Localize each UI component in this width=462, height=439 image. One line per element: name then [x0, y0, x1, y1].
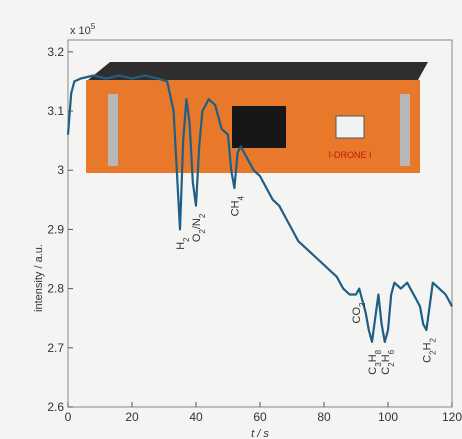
axis-layer: 0 20 40 60 80 100 120 2.6 2.7 2.8 2.9 3 3.1 3.2: [47, 45, 462, 424]
annotation-label: C3H8: [367, 349, 383, 374]
annotation-label: CO2: [351, 302, 367, 324]
device-label: I-DRONE I: [328, 150, 371, 160]
x-tick-label: 20: [125, 410, 139, 424]
x-tick-label: 40: [189, 410, 203, 424]
y-tick-label: 3.2: [47, 45, 64, 59]
annotation-label: C2H2: [421, 337, 437, 362]
y-tick-label: 3: [57, 163, 64, 177]
x-tick-label: 80: [317, 410, 331, 424]
device-handle-right: [400, 94, 410, 166]
y-tick-label: 2.6: [47, 400, 64, 414]
y-tick-label: 2.7: [47, 341, 64, 355]
device-window: [232, 106, 286, 148]
device-top: [88, 62, 428, 80]
y-axis-label: intensity / a.u.: [33, 244, 45, 312]
annotation-label: O2/N2: [191, 213, 207, 242]
device-display: [335, 115, 365, 139]
series-line-0: [66, 74, 453, 343]
device-handle-left: [108, 94, 118, 166]
x-tick-label: 0: [65, 410, 72, 424]
y-tick-label: 3.1: [47, 104, 64, 118]
x-axis-label: t / s: [251, 428, 269, 439]
annotation-label: CH4: [229, 195, 245, 216]
annotation-label: H2: [175, 237, 191, 250]
y-tick-label: 2.9: [47, 222, 64, 236]
series-layer: [66, 74, 453, 343]
y-scale-exponent: 5: [91, 22, 96, 31]
y-scale-label: x 105: [70, 22, 96, 37]
y-tick-label: 2.8: [47, 282, 64, 296]
x-tick-label: 100: [378, 410, 398, 424]
device-photo: I-DRONE I: [86, 62, 428, 173]
x-tick-label: 120: [442, 410, 462, 424]
annotation-label: C2H6: [380, 349, 396, 374]
x-tick-label: 60: [253, 410, 267, 424]
